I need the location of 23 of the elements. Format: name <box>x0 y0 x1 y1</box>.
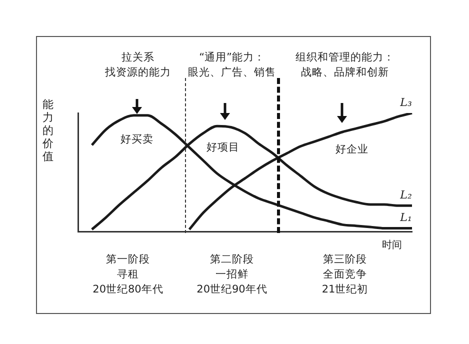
text: 眼光、广告、销售 <box>188 66 276 79</box>
text: 战略、品牌和创新 <box>301 66 389 79</box>
y-axis-title: 能力的价值 <box>42 98 54 163</box>
text: 20世纪90年代 <box>196 282 268 296</box>
annotation: 好买卖 <box>120 132 154 146</box>
text: 寻租 <box>117 268 139 281</box>
series-label: L₃ <box>399 96 412 109</box>
text: 全面竞争 <box>323 268 367 281</box>
series-label: L₂ <box>399 188 412 202</box>
text: 找资源的能力 <box>104 66 171 79</box>
text: 21世纪初 <box>322 282 368 296</box>
series-label: L₁ <box>399 211 412 224</box>
x-axis-title: 时间 <box>382 238 402 252</box>
annotation: 好企业 <box>336 142 368 156</box>
text: “通用”能力： <box>199 50 265 64</box>
text: 第一阶段 <box>106 254 150 266</box>
text: 20世纪80年代 <box>92 282 164 296</box>
text: 第三阶段 <box>323 254 367 266</box>
text: 一招鲜 <box>216 268 248 281</box>
annotation: 好项目 <box>206 142 240 154</box>
text: 拉关系 <box>122 50 154 64</box>
text: 组织和管理的能力： <box>296 50 394 64</box>
text: 第二阶段 <box>210 254 254 266</box>
